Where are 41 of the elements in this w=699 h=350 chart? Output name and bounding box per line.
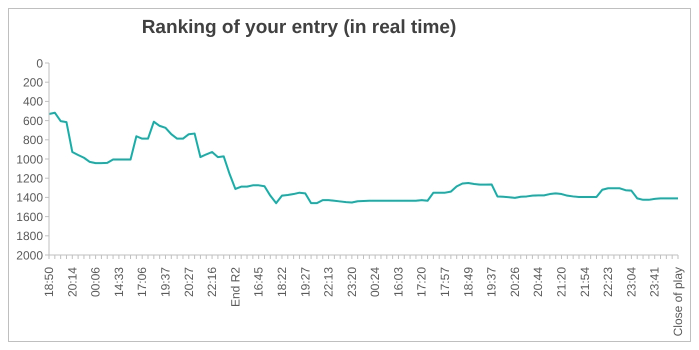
y-tick-label: 600 [22, 114, 44, 128]
x-tick-label: 21:54 [578, 266, 592, 298]
x-tick-label: 23:20 [344, 266, 359, 298]
y-tick-label: 200 [22, 75, 44, 90]
x-tick-label: 22:16 [205, 266, 220, 298]
line-series [49, 112, 678, 204]
x-tick-label: 14:33 [112, 266, 126, 298]
x-tick-label: 18:50 [42, 266, 56, 298]
x-tick-label: End R2 [228, 266, 242, 308]
y-tick-label: 1000 [16, 152, 44, 166]
x-tick-label: 23:04 [624, 266, 638, 298]
x-tick-label: 17:20 [414, 266, 429, 298]
x-tick-label: Close of play [671, 267, 685, 336]
x-tick-label: 22:13 [322, 266, 336, 298]
x-tick-label: 22:23 [601, 266, 616, 298]
x-tick-label: 19:27 [298, 266, 312, 298]
y-tick-label: 0 [36, 56, 44, 70]
x-tick-label: 20:27 [182, 266, 196, 298]
x-tick-label: 23:41 [648, 266, 662, 298]
x-tick-label: 00:24 [368, 266, 382, 298]
x-tick-label: 17:57 [438, 266, 452, 298]
y-tick-label: 1200 [16, 171, 44, 186]
x-tick-label: 20:26 [508, 266, 522, 298]
y-tick-label: 1400 [16, 190, 44, 205]
x-tick-label: 18:22 [274, 266, 289, 298]
x-tick-label: 00:06 [88, 266, 103, 298]
x-tick-label: 18:49 [461, 266, 476, 298]
y-tick-label: 1800 [16, 229, 44, 244]
x-tick-label: 19:37 [484, 266, 499, 298]
y-tick-label: 1600 [16, 210, 44, 224]
x-tick-label: 20:44 [531, 266, 546, 298]
y-tick-label: 400 [22, 94, 44, 109]
x-tick-label: 17:06 [135, 266, 150, 298]
y-tick-label: 2000 [16, 248, 44, 262]
chart-title: Ranking of your entry (in real time) [140, 17, 458, 39]
x-tick-label: 16:45 [252, 266, 266, 298]
x-tick-label: 16:03 [391, 266, 406, 298]
x-tick-label: 21:20 [554, 266, 569, 298]
y-tick-label: 800 [22, 133, 44, 148]
x-tick-label: 19:37 [158, 266, 172, 298]
x-tick-label: 20:14 [65, 266, 80, 298]
